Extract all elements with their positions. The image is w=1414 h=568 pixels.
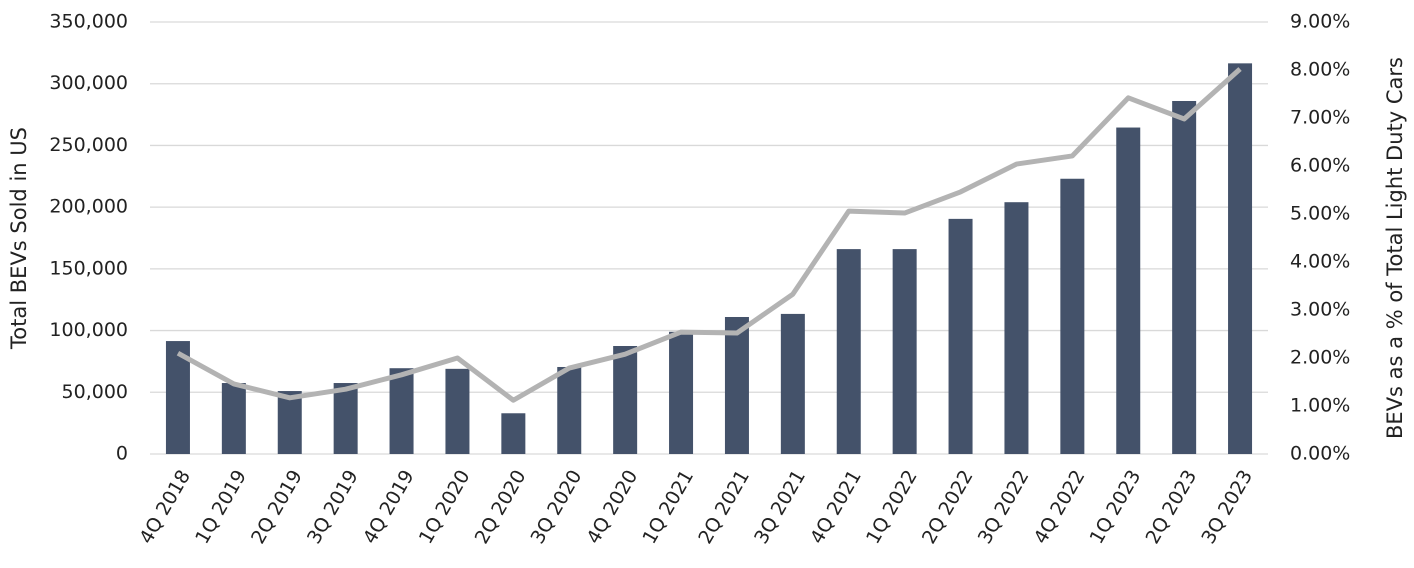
bar	[1060, 178, 1085, 455]
x-tick-label: 4Q 2021	[806, 466, 866, 548]
x-tick-label: 4Q 2022	[1030, 466, 1090, 548]
x-tick-label: 3Q 2023	[1197, 466, 1257, 548]
bar	[669, 331, 694, 454]
x-tick-label: 1Q 2021	[638, 466, 698, 548]
y2-tick-label: 8.00%	[1290, 59, 1350, 81]
bar	[1228, 63, 1253, 454]
x-tick-label: 1Q 2023	[1086, 466, 1146, 548]
x-tick-label: 1Q 2019	[191, 466, 251, 548]
bar	[724, 316, 749, 454]
y2-tick-label: 6.00%	[1290, 155, 1350, 177]
y2-tick-label: 0.00%	[1290, 443, 1350, 465]
y2-tick-label: 2.00%	[1290, 347, 1350, 369]
bar	[948, 218, 973, 454]
x-tick-label: 4Q 2019	[359, 466, 419, 548]
y-tick-label: 100,000	[49, 319, 128, 341]
x-tick-label: 3Q 2022	[974, 466, 1034, 548]
x-tick-label: 4Q 2020	[582, 466, 642, 548]
bar	[389, 368, 414, 454]
y2-tick-label: 5.00%	[1290, 203, 1350, 225]
x-tick-label: 2Q 2020	[471, 466, 531, 548]
bar	[892, 249, 917, 454]
x-tick-label: 2Q 2023	[1141, 466, 1201, 548]
y-tick-label: 0	[116, 443, 128, 465]
x-tick-label: 3Q 2019	[303, 466, 363, 548]
y2-axis-title: BEVs as a % of Total Light Duty Cars	[1383, 57, 1407, 439]
x-tick-label: 2Q 2021	[694, 466, 754, 548]
x-tick-label: 2Q 2022	[918, 466, 978, 548]
y-tick-label: 200,000	[49, 196, 128, 218]
bar	[836, 249, 861, 454]
bar	[445, 368, 470, 454]
x-tick-label: 1Q 2020	[415, 466, 475, 548]
y2-tick-label: 4.00%	[1290, 251, 1350, 273]
y2-tick-label: 1.00%	[1290, 395, 1350, 417]
y2-tick-label: 9.00%	[1290, 11, 1350, 33]
y-tick-label: 350,000	[49, 11, 128, 33]
bar	[1004, 202, 1029, 454]
line	[176, 67, 1242, 403]
bar	[1116, 127, 1141, 454]
x-tick-label: 4Q 2018	[135, 466, 195, 548]
y-axis-title: Total BEVs Sold in US	[7, 127, 31, 350]
x-tick-label: 1Q 2022	[862, 466, 922, 548]
y2-tick-label: 7.00%	[1290, 107, 1350, 129]
bar	[501, 413, 526, 454]
bar	[557, 366, 582, 454]
x-tick-label: 3Q 2021	[750, 466, 810, 548]
bar	[613, 346, 638, 454]
bar	[277, 391, 302, 454]
bar	[333, 383, 358, 454]
y-tick-label: 150,000	[49, 257, 128, 279]
y2-tick-label: 3.00%	[1290, 299, 1350, 321]
bar	[780, 313, 805, 454]
bar	[221, 383, 246, 454]
y-tick-label: 50,000	[62, 381, 128, 403]
x-tick-label: 3Q 2020	[527, 466, 587, 548]
y-tick-label: 250,000	[49, 134, 128, 156]
y-tick-label: 300,000	[49, 72, 128, 94]
bar	[1172, 100, 1197, 454]
x-tick-label: 2Q 2019	[247, 466, 307, 548]
